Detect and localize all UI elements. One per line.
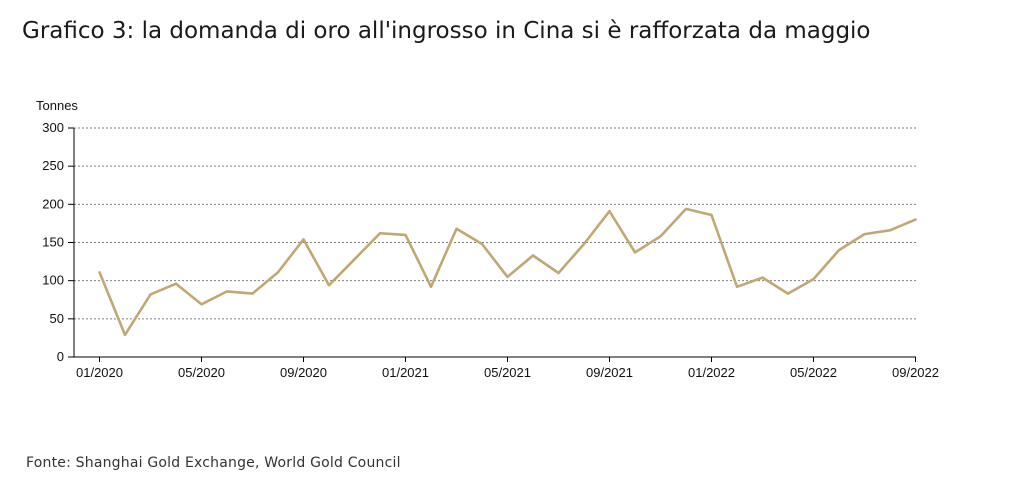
y-tick-label-150: 150 [42,235,64,250]
y-tick-label-100: 100 [42,273,64,288]
y-tick-label-0: 0 [57,349,64,364]
x-tick-label: 09/2022 [892,365,939,380]
x-tick-label: 01/2021 [382,365,429,380]
source-note: Fonte: Shanghai Gold Exchange, World Gol… [26,455,401,471]
x-tick-label: 05/2021 [484,365,531,380]
y-axis-unit-label: Tonnes [36,98,78,113]
y-tick-label-200: 200 [42,196,64,211]
y-tick-label-50: 50 [50,311,64,326]
x-tick-label: 01/2022 [688,365,735,380]
chart-area: Tonnes 0 50 100 150 200 250 300 01/2020 05/2020 09… [0,90,1024,390]
x-tick-label: 09/2021 [586,365,633,380]
x-tick-label: 05/2020 [178,365,225,380]
series-line [98,207,917,337]
line-chart: Tonnes 0 50 100 150 200 250 300 01/2020 05/2020 09… [36,98,939,380]
x-tick-label: 05/2022 [790,365,837,380]
x-tick-label: 01/2020 [76,365,123,380]
x-tick-label: 09/2020 [280,365,327,380]
y-tick-label-300: 300 [42,120,64,135]
chart-title: Grafico 3: la domanda di oro all'ingross… [22,18,871,44]
y-tick-label-250: 250 [42,158,64,173]
